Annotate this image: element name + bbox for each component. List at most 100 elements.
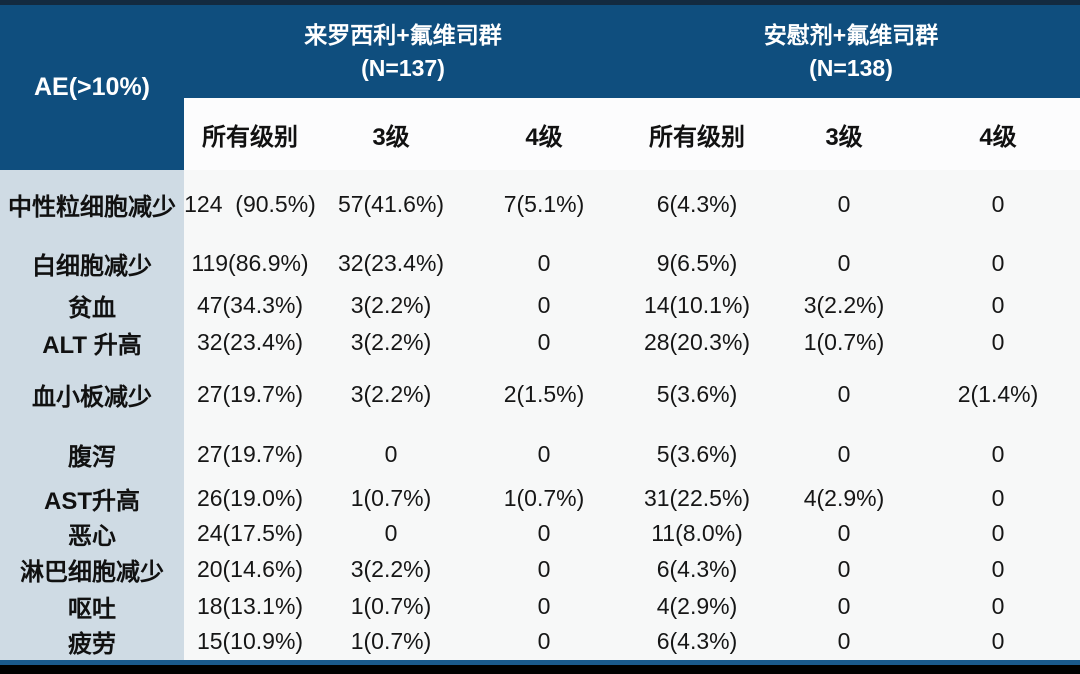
group-title-placebo: 安慰剂+氟维司群 <box>763 22 939 49</box>
ae-value-cell: 3(2.2%) <box>316 550 466 589</box>
sub-header-grade4-1: 4级 <box>466 98 622 170</box>
ae-value-cell: 0 <box>916 515 1080 551</box>
ae-value-cell: 18(13.1%) <box>184 588 316 624</box>
ae-value-cell: 6(4.3%) <box>622 170 772 239</box>
ae-value-cell: 28(20.3%) <box>622 323 772 362</box>
ae-value-cell: 0 <box>466 588 622 624</box>
ae-value-cell: 0 <box>772 428 916 481</box>
ae-value-cell: 4(2.9%) <box>622 588 772 624</box>
ae-row-label: 疲劳 <box>0 623 184 660</box>
ae-value-cell: 0 <box>916 170 1080 239</box>
ae-value-cell: 0 <box>772 623 916 660</box>
table-row: 呕吐 18(13.1%) 1(0.7%) 0 4(2.9%) 0 0 <box>0 588 1080 624</box>
ae-value-cell: 5(3.6%) <box>622 428 772 481</box>
group-header-row: AE(>10%) 来罗西利+氟维司群 (N=137) 安慰剂+氟维司群 (N=1… <box>0 5 1080 170</box>
ae-row-label: AST升高 <box>0 480 184 516</box>
ae-row-label: 腹泻 <box>0 428 184 481</box>
ae-value-cell: 9(6.5%) <box>622 238 772 289</box>
ae-value-cell: 0 <box>466 623 622 660</box>
ae-row-label: 中性粒细胞减少 <box>0 170 184 239</box>
ae-value-cell: 4(2.9%) <box>772 480 916 516</box>
group-n-treatment: (N=137) <box>361 54 445 81</box>
sub-header-grade3-2: 3级 <box>772 98 916 170</box>
ae-row-label: 淋巴细胞减少 <box>0 550 184 589</box>
ae-value-cell: 3(2.2%) <box>772 288 916 324</box>
ae-value-cell: 15(10.9%) <box>184 623 316 660</box>
ae-row-label: ALT 升高 <box>0 323 184 362</box>
ae-value-cell: 0 <box>916 480 1080 516</box>
group-n-placebo: (N=138) <box>809 54 893 81</box>
table-row: 疲劳 15(10.9%) 1(0.7%) 0 6(4.3%) 0 0 <box>0 623 1080 660</box>
ae-value-cell: 1(0.7%) <box>772 323 916 362</box>
ae-value-cell: 0 <box>466 515 622 551</box>
ae-value-cell: 0 <box>916 588 1080 624</box>
table-row: 恶心 24(17.5%) 0 0 11(8.0%) 0 0 <box>0 515 1080 551</box>
ae-value-cell: 20(14.6%) <box>184 550 316 589</box>
ae-value-cell: 14(10.1%) <box>622 288 772 324</box>
ae-row-label: 血小板减少 <box>0 361 184 429</box>
bottom-blue-line <box>0 660 1080 665</box>
ae-value-cell: 11(8.0%) <box>622 515 772 551</box>
ae-row-label: 贫血 <box>0 288 184 324</box>
ae-value-cell: 0 <box>916 238 1080 289</box>
ae-value-cell: 0 <box>916 623 1080 660</box>
ae-value-cell: 0 <box>466 288 622 324</box>
ae-value-cell: 0 <box>316 428 466 481</box>
group-header-placebo: 安慰剂+氟维司群 (N=138) <box>622 5 1080 98</box>
ae-value-cell: 0 <box>772 550 916 589</box>
ae-value-cell: 0 <box>916 428 1080 481</box>
table-row: 淋巴细胞减少 20(14.6%) 3(2.2%) 0 6(4.3%) 0 0 <box>0 550 1080 589</box>
ae-value-cell: 124 (90.5%) <box>184 170 316 239</box>
table-header: AE(>10%) 来罗西利+氟维司群 (N=137) 安慰剂+氟维司群 (N=1… <box>0 5 1080 170</box>
ae-value-cell: 47(34.3%) <box>184 288 316 324</box>
group-title-treatment: 来罗西利+氟维司群 <box>304 22 502 49</box>
ae-value-cell: 5(3.6%) <box>622 361 772 429</box>
ae-value-cell: 27(19.7%) <box>184 361 316 429</box>
ae-value-cell: 0 <box>772 238 916 289</box>
sub-header-all-grades-1: 所有级别 <box>184 98 316 170</box>
ae-value-cell: 0 <box>466 323 622 362</box>
ae-value-cell: 0 <box>772 515 916 551</box>
ae-value-cell: 31(22.5%) <box>622 480 772 516</box>
ae-value-cell: 7(5.1%) <box>466 170 622 239</box>
ae-value-cell: 119(86.9%) <box>184 238 316 289</box>
ae-value-cell: 24(17.5%) <box>184 515 316 551</box>
sub-header-all-grades-2: 所有级别 <box>622 98 772 170</box>
ae-value-cell: 57(41.6%) <box>316 170 466 239</box>
ae-value-cell: 0 <box>772 361 916 429</box>
group-header-treatment: 来罗西利+氟维司群 (N=137) <box>184 5 622 98</box>
ae-value-cell: 26(19.0%) <box>184 480 316 516</box>
table-row: ALT 升高 32(23.4%) 3(2.2%) 0 28(20.3%) 1(0.7%) 0 <box>0 323 1080 362</box>
ae-row-label: 恶心 <box>0 515 184 551</box>
ae-value-cell: 0 <box>916 288 1080 324</box>
ae-value-cell: 6(4.3%) <box>622 623 772 660</box>
ae-value-cell: 1(0.7%) <box>316 588 466 624</box>
ae-value-cell: 0 <box>466 550 622 589</box>
ae-value-cell: 6(4.3%) <box>622 550 772 589</box>
table-row: 血小板减少 27(19.7%) 3(2.2%) 2(1.5%) 5(3.6%) 0 2(1.… <box>0 361 1080 429</box>
table-body: 中性粒细胞减少 124 (90.5%) 57(41.6%) 7(5.1%) 6(4.3%… <box>0 170 1080 660</box>
ae-value-cell: 3(2.2%) <box>316 323 466 362</box>
ae-value-cell: 2(1.4%) <box>916 361 1080 429</box>
ae-value-cell: 0 <box>772 170 916 239</box>
ae-value-cell: 1(0.7%) <box>316 480 466 516</box>
table-row: 腹泻 27(19.7%) 0 0 5(3.6%) 0 0 <box>0 428 1080 481</box>
table-row: 白细胞减少 119(86.9%) 32(23.4%) 0 9(6.5%) 0 0 <box>0 238 1080 289</box>
table-row: AST升高 26(19.0%) 1(0.7%) 1(0.7%) 31(22.5%) 4(2… <box>0 480 1080 516</box>
ae-value-cell: 1(0.7%) <box>316 623 466 660</box>
sub-header-grade3-1: 3级 <box>316 98 466 170</box>
ae-value-cell: 0 <box>466 428 622 481</box>
ae-row-label: 呕吐 <box>0 588 184 624</box>
ae-value-cell: 0 <box>916 323 1080 362</box>
ae-row-label: 白细胞减少 <box>0 238 184 289</box>
sub-header-grade4-2: 4级 <box>916 98 1080 170</box>
ae-value-cell: 0 <box>466 238 622 289</box>
ae-value-cell: 0 <box>916 550 1080 589</box>
ae-value-cell: 27(19.7%) <box>184 428 316 481</box>
ae-value-cell: 2(1.5%) <box>466 361 622 429</box>
adverse-events-table: AE(>10%) 来罗西利+氟维司群 (N=137) 安慰剂+氟维司群 (N=1… <box>0 5 1080 660</box>
ae-value-cell: 1(0.7%) <box>466 480 622 516</box>
ae-value-cell: 32(23.4%) <box>316 238 466 289</box>
sub-header-row: 所有级别 3级 4级 所有级别 3级 4级 <box>0 98 1080 170</box>
